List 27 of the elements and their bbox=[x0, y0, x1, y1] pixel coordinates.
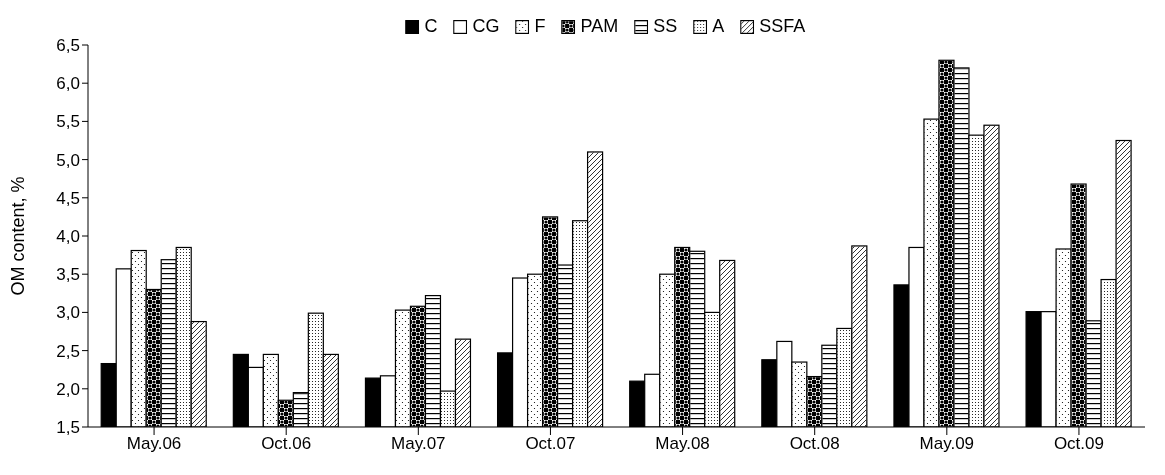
y-tick-label: 4,5 bbox=[56, 188, 80, 208]
y-tick-label: 5,5 bbox=[56, 112, 80, 132]
legend-label: F bbox=[534, 16, 546, 37]
x-tick-label: May.08 bbox=[655, 434, 710, 454]
y-tick-label: 5,0 bbox=[56, 150, 80, 170]
y-axis-title: OM content, % bbox=[8, 176, 29, 296]
legend-label: SSFA bbox=[759, 16, 806, 37]
x-tick-label: Oct.09 bbox=[1053, 434, 1104, 454]
y-tick-label: 2,5 bbox=[56, 341, 80, 361]
y-tick-label: 4,0 bbox=[56, 227, 80, 247]
x-tick-label: May.07 bbox=[391, 434, 446, 454]
y-tick-label: 1,5 bbox=[56, 418, 80, 438]
y-tick-label: 3,0 bbox=[56, 303, 80, 323]
y-tick-label: 2,0 bbox=[56, 379, 80, 399]
legend-label: A bbox=[712, 16, 725, 37]
legend-label: CG bbox=[472, 16, 500, 37]
y-tick-label: 6,5 bbox=[56, 36, 80, 56]
y-tick-label: 3,5 bbox=[56, 265, 80, 285]
legend-label: C bbox=[424, 16, 438, 37]
legend-label: SS bbox=[653, 16, 678, 37]
y-tick-label: 6,0 bbox=[56, 74, 80, 94]
x-tick-label: May.06 bbox=[126, 434, 182, 454]
x-tick-label: Oct.08 bbox=[789, 434, 840, 454]
x-tick-label: May.09 bbox=[919, 434, 975, 454]
legend-label: PAM bbox=[580, 16, 619, 37]
x-tick-label: Oct.07 bbox=[525, 434, 576, 454]
x-tick-label: Oct.06 bbox=[261, 434, 312, 454]
